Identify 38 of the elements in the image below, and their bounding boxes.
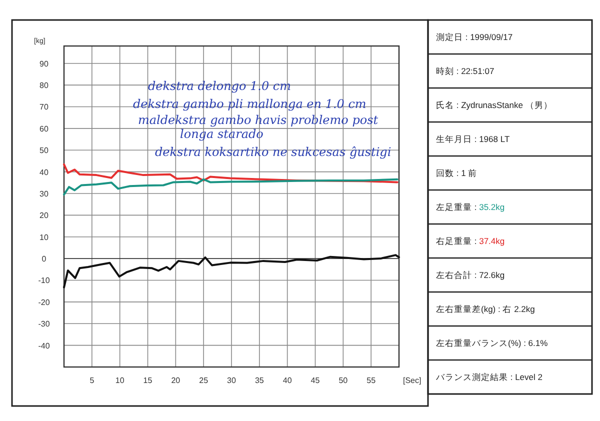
x-tick-label: 35 xyxy=(254,376,264,385)
text: 右足重量 : 37.4kg xyxy=(436,236,505,246)
x-tick-label: 10 xyxy=(115,376,125,385)
x-tick-label: 20 xyxy=(171,376,181,385)
text: バランス測定結果 : Level 2 xyxy=(435,372,543,382)
y-tick-label: 50 xyxy=(40,146,49,156)
text: 左右合計 : 72.6kg xyxy=(436,270,505,280)
annotation: longa starado xyxy=(180,127,264,141)
y-tick-label: 0 xyxy=(42,254,47,264)
text: 生年月日 : 1968 LT xyxy=(436,134,510,144)
y-tick-label: 30 xyxy=(40,189,49,198)
text: 左足重量 : 35.2kg xyxy=(436,202,505,212)
y-tick-label: -30 xyxy=(38,320,50,329)
text: 測定日 : 1999/09/17 xyxy=(436,32,513,42)
x-axis-title: [Sec] xyxy=(403,376,422,385)
y-tick-label: 60 xyxy=(40,124,49,134)
text: 左右重量バランス(%) : 6.1% xyxy=(436,338,548,348)
y-tick-label: 40 xyxy=(40,168,49,177)
text: 時刻 : 22:51:07 xyxy=(436,66,494,76)
y-tick-label: -20 xyxy=(38,298,50,307)
y-tick-label: -10 xyxy=(38,276,50,286)
y-tick-label: 20 xyxy=(40,211,49,220)
y-tick-label: 80 xyxy=(40,81,49,90)
x-tick-label: 15 xyxy=(143,376,153,385)
text: 左右重量差(kg) : 右 2.2kg xyxy=(436,304,536,314)
x-tick-label: 50 xyxy=(338,376,348,385)
text: 回数 : 1 前 xyxy=(436,168,478,178)
y-tick-label: 70 xyxy=(40,102,49,112)
y-tick-label: 90 xyxy=(40,59,49,68)
text: 氏名 : ZydrunasStanke （男） xyxy=(436,100,552,110)
x-tick-label: 5 xyxy=(90,376,95,385)
y-tick-label: 10 xyxy=(40,232,49,242)
x-tick-label: 25 xyxy=(199,376,209,385)
x-tick-label: 45 xyxy=(310,376,320,385)
y-tick-label: -40 xyxy=(38,341,50,350)
x-tick-label: 40 xyxy=(282,376,292,385)
x-tick-label: 30 xyxy=(227,376,236,385)
x-tick-label: 55 xyxy=(366,376,376,385)
